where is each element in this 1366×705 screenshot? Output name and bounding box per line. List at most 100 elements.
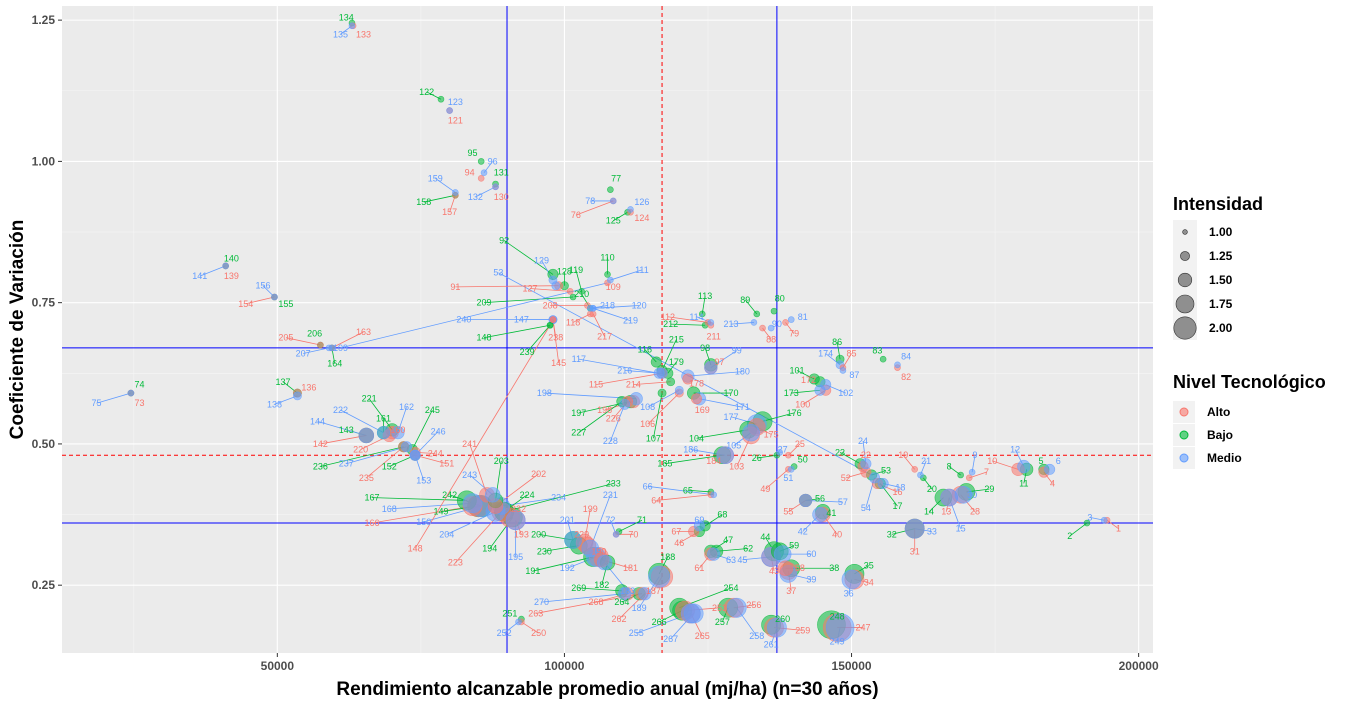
data-point bbox=[869, 472, 881, 484]
leader-line bbox=[340, 282, 608, 349]
point-label: 214 bbox=[626, 380, 641, 390]
leader-line bbox=[526, 325, 551, 353]
point-label: 116 bbox=[638, 345, 652, 355]
point-label: 259 bbox=[795, 625, 810, 635]
major-gridlines bbox=[62, 6, 1153, 653]
point-label: 126 bbox=[634, 197, 649, 207]
point-label: 166 bbox=[365, 518, 380, 528]
point-label: 133 bbox=[356, 29, 371, 39]
point-label: 171 bbox=[735, 402, 750, 412]
leader-line bbox=[578, 587, 622, 592]
leader-line bbox=[664, 454, 723, 465]
leader-line bbox=[346, 446, 407, 465]
point-label: 97 bbox=[714, 357, 724, 367]
point-label: 137 bbox=[276, 377, 291, 387]
point-label: 122 bbox=[419, 87, 434, 97]
leader-line bbox=[593, 307, 631, 322]
data-point bbox=[480, 169, 488, 176]
point-label: 220 bbox=[353, 445, 368, 455]
data-point bbox=[726, 597, 747, 618]
point-label: 60 bbox=[806, 549, 816, 559]
point-label: 91 bbox=[450, 282, 460, 292]
data-point bbox=[656, 367, 668, 379]
data-point bbox=[293, 391, 302, 401]
point-label: 152 bbox=[382, 462, 397, 472]
point-label: 113 bbox=[698, 291, 712, 301]
point-label: 56 bbox=[815, 494, 825, 504]
leader-line bbox=[578, 401, 623, 433]
point-label: 192 bbox=[560, 563, 575, 573]
point-label: 155 bbox=[278, 299, 293, 309]
point-label: 29 bbox=[984, 484, 994, 494]
point-label: 231 bbox=[603, 490, 618, 500]
data-point bbox=[477, 158, 485, 165]
data-point bbox=[328, 344, 336, 352]
data-point bbox=[698, 310, 706, 318]
point-label: 243 bbox=[462, 470, 477, 480]
point-label: 81 bbox=[798, 312, 808, 322]
point-label: 125 bbox=[606, 216, 621, 226]
point-label: 130 bbox=[494, 192, 509, 202]
leader-line bbox=[653, 392, 663, 439]
point-label: 109 bbox=[606, 282, 621, 292]
point-label: 107 bbox=[646, 433, 661, 443]
point-label: 34 bbox=[864, 577, 874, 587]
point-label: 217 bbox=[597, 332, 612, 342]
point-label: 161 bbox=[376, 413, 391, 423]
point-label: 139 bbox=[224, 271, 239, 281]
leader-line bbox=[411, 409, 433, 450]
y-tick-label: 1.00 bbox=[32, 154, 56, 168]
point-label: 185 bbox=[657, 459, 672, 469]
point-label: 53 bbox=[493, 268, 503, 278]
point-label: 55 bbox=[783, 507, 793, 517]
point-label: 37 bbox=[786, 586, 796, 596]
point-label: 191 bbox=[525, 566, 540, 576]
leader-line bbox=[593, 305, 640, 309]
point-label: 193 bbox=[514, 529, 529, 539]
point-label: 89 bbox=[740, 295, 750, 305]
point-label: 208 bbox=[543, 300, 558, 310]
legend-size-label: 2.00 bbox=[1209, 321, 1233, 335]
point-label: 77 bbox=[611, 173, 621, 183]
point-label: 11 bbox=[1019, 478, 1028, 488]
point-label: 188 bbox=[660, 552, 675, 562]
leader-line bbox=[633, 381, 671, 385]
leader-line bbox=[372, 505, 473, 524]
data-point bbox=[753, 310, 761, 318]
point-label: 249 bbox=[830, 637, 845, 647]
point-label: 227 bbox=[571, 428, 586, 438]
leader-line bbox=[96, 392, 132, 404]
data-point bbox=[358, 427, 375, 444]
leader-line bbox=[423, 194, 456, 203]
point-label: 260 bbox=[775, 614, 790, 624]
point-label: 182 bbox=[594, 580, 609, 590]
point-label: 170 bbox=[723, 388, 738, 398]
point-label: 138 bbox=[267, 399, 282, 409]
point-label: 255 bbox=[629, 628, 644, 638]
leader-line bbox=[372, 497, 467, 501]
point-label: 233 bbox=[606, 478, 621, 488]
point-label: 270 bbox=[534, 597, 549, 607]
point-label: 257 bbox=[715, 617, 730, 627]
point-label: 50 bbox=[798, 455, 808, 465]
point-label: 241 bbox=[462, 439, 477, 449]
data-point bbox=[710, 491, 718, 499]
data-point bbox=[841, 569, 862, 590]
data-point bbox=[589, 305, 597, 312]
point-label: 176 bbox=[787, 408, 802, 418]
point-label: 18 bbox=[895, 482, 905, 492]
data-point bbox=[682, 373, 694, 385]
x-tick-label: 200000 bbox=[1119, 659, 1159, 673]
x-axis-ticks: 50000 100000 150000 200000 bbox=[261, 653, 1159, 673]
point-label: 69 bbox=[694, 515, 704, 525]
data-point bbox=[691, 393, 703, 405]
legend-size-title: Intensidad bbox=[1173, 194, 1263, 214]
leader-line bbox=[756, 454, 777, 459]
point-label: 134 bbox=[339, 12, 354, 22]
data-point bbox=[707, 319, 715, 326]
data-point bbox=[917, 471, 924, 479]
point-label: 83 bbox=[872, 346, 882, 356]
point-label: 124 bbox=[634, 213, 649, 223]
legend-size-items: 1.00 1.25 1.50 1.75 2.00 bbox=[1173, 220, 1233, 340]
leader-line bbox=[656, 494, 711, 501]
